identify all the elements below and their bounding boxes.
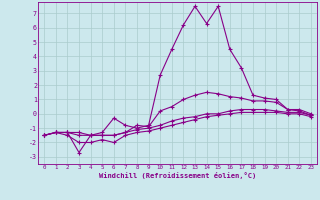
X-axis label: Windchill (Refroidissement éolien,°C): Windchill (Refroidissement éolien,°C): [99, 172, 256, 179]
